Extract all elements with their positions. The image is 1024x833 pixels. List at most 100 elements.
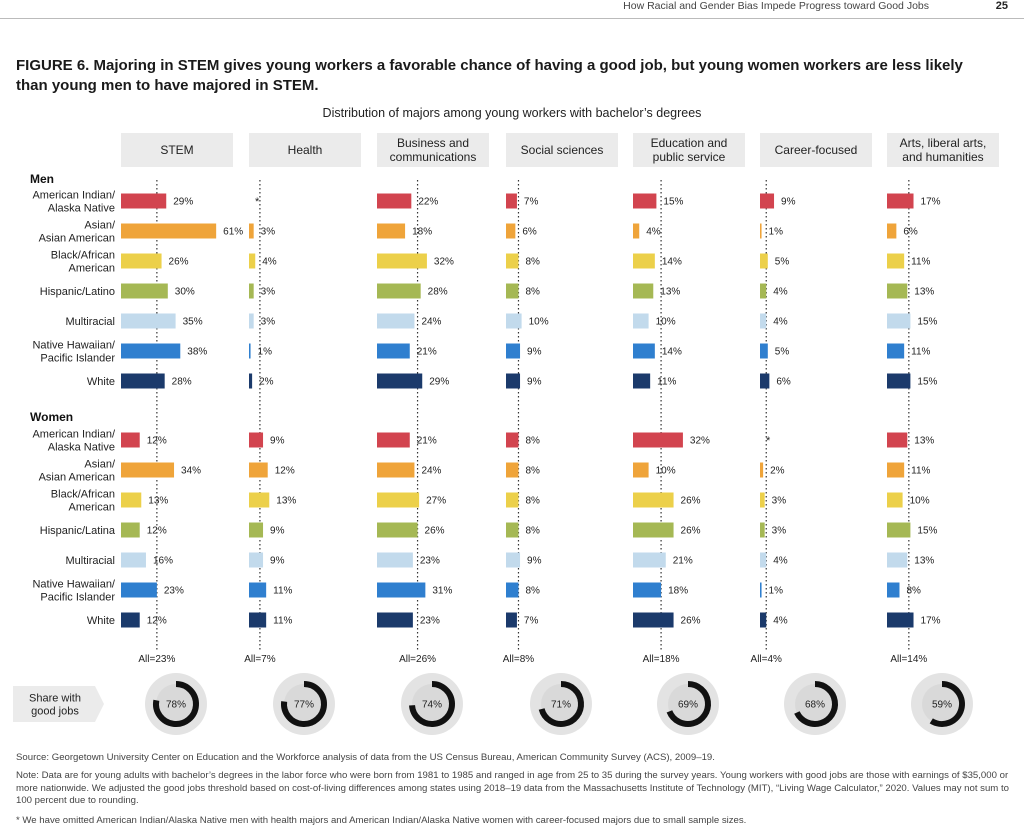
good-jobs-value: 68% bbox=[805, 700, 825, 711]
men-bar-value: 5% bbox=[775, 347, 790, 358]
women-bar-value: 18% bbox=[668, 586, 688, 597]
women-bar bbox=[633, 432, 683, 448]
women-bar bbox=[760, 552, 767, 568]
women-group-label: Multiracial bbox=[65, 555, 115, 567]
major-header-box bbox=[887, 133, 999, 167]
donut-center bbox=[668, 684, 708, 724]
women-bar-value: 13% bbox=[148, 496, 168, 507]
men-suppressed-marker: * bbox=[255, 196, 260, 208]
men-bar bbox=[506, 253, 519, 269]
women-bar-value: 27% bbox=[426, 496, 446, 507]
men-bar bbox=[506, 193, 517, 209]
women-bar-value: 21% bbox=[417, 436, 437, 447]
women-bar bbox=[887, 522, 911, 538]
men-bar bbox=[760, 343, 768, 359]
women-header: Women bbox=[30, 410, 73, 424]
women-bar bbox=[249, 582, 267, 598]
men-bar bbox=[249, 223, 254, 239]
men-bar bbox=[887, 313, 911, 329]
women-bar bbox=[506, 552, 521, 568]
women-bar bbox=[377, 522, 418, 538]
men-group-label: White bbox=[87, 376, 115, 388]
women-bar bbox=[377, 492, 420, 508]
men-bar-value: 13% bbox=[914, 287, 934, 298]
major-header: STEM bbox=[160, 143, 193, 157]
women-bar bbox=[121, 522, 140, 538]
good-jobs-value: 71% bbox=[551, 700, 571, 711]
men-bar bbox=[887, 373, 911, 389]
major-header-box bbox=[249, 133, 361, 167]
donut-center bbox=[284, 684, 324, 724]
men-bar bbox=[633, 373, 651, 389]
men-bar bbox=[506, 313, 522, 329]
women-bar-value: 17% bbox=[921, 616, 941, 627]
men-bar-value: 35% bbox=[183, 317, 203, 328]
women-bar bbox=[377, 552, 413, 568]
men-bar bbox=[887, 193, 914, 209]
men-bar-value: 38% bbox=[187, 347, 207, 358]
men-group-label: Hispanic/Latino bbox=[40, 286, 115, 298]
men-bar bbox=[760, 253, 768, 269]
women-bar bbox=[506, 492, 519, 508]
men-header: Men bbox=[30, 172, 54, 186]
men-bar bbox=[377, 253, 427, 269]
women-bar bbox=[121, 582, 157, 598]
women-group-label: White bbox=[87, 615, 115, 627]
men-bar-value: 2% bbox=[259, 377, 274, 388]
women-bar-value: 11% bbox=[911, 466, 930, 477]
major-header-box bbox=[506, 133, 618, 167]
men-bar bbox=[121, 193, 167, 209]
men-bar-value: 30% bbox=[175, 287, 195, 298]
all-average-label: All=7% bbox=[244, 654, 276, 665]
women-bar bbox=[377, 462, 415, 478]
women-bar bbox=[506, 612, 517, 628]
women-bar bbox=[760, 522, 765, 538]
women-bar-value: 8% bbox=[525, 586, 540, 597]
women-bar-value: 9% bbox=[527, 556, 542, 567]
women-bar bbox=[633, 462, 649, 478]
women-bar-value: 34% bbox=[181, 466, 201, 477]
men-bar-value: 28% bbox=[172, 377, 192, 388]
women-bar bbox=[249, 552, 264, 568]
running-title: How Racial and Gender Bias Impede Progre… bbox=[623, 0, 929, 12]
men-bar bbox=[633, 253, 655, 269]
men-bar-value: 29% bbox=[173, 197, 193, 208]
donut-center bbox=[541, 684, 581, 724]
women-bar bbox=[887, 612, 914, 628]
men-bar bbox=[506, 343, 521, 359]
major-header: Health bbox=[288, 143, 323, 157]
men-bar bbox=[249, 283, 254, 299]
donut-arc bbox=[538, 681, 584, 727]
women-bar-value: 2% bbox=[770, 466, 785, 477]
all-average-label: All=8% bbox=[503, 654, 535, 665]
source-note: Source: Georgetown University Center on … bbox=[16, 752, 715, 763]
men-bar-value: 24% bbox=[421, 317, 441, 328]
major-header: Business and communications bbox=[390, 136, 477, 164]
men-bar bbox=[249, 253, 256, 269]
women-group-label: Native Hawaiian/Pacific Islander bbox=[32, 578, 115, 603]
figure-label: FIGURE 6. bbox=[16, 57, 90, 74]
women-bar bbox=[121, 492, 142, 508]
men-group-label: Asian/Asian American bbox=[39, 219, 116, 244]
women-bar bbox=[121, 552, 146, 568]
men-bar bbox=[121, 343, 181, 359]
women-bar bbox=[887, 582, 900, 598]
all-average-label: All=18% bbox=[643, 654, 680, 665]
all-average-label: All=4% bbox=[751, 654, 783, 665]
donut-arc bbox=[666, 681, 711, 727]
women-bar-value: 4% bbox=[773, 556, 788, 567]
women-bar-value: 32% bbox=[690, 436, 710, 447]
women-bar bbox=[506, 582, 519, 598]
women-bar bbox=[887, 462, 905, 478]
women-bar-value: 9% bbox=[270, 526, 285, 537]
men-bar bbox=[633, 223, 640, 239]
men-bar-value: 3% bbox=[261, 287, 276, 298]
major-header-box bbox=[121, 133, 233, 167]
women-bar-value: 10% bbox=[910, 496, 930, 507]
men-group-label: Multiracial bbox=[65, 316, 115, 328]
women-bar-value: 23% bbox=[420, 556, 440, 567]
donut-arc bbox=[794, 681, 838, 727]
women-bar-value: 26% bbox=[425, 526, 445, 537]
men-bar bbox=[377, 343, 410, 359]
men-bar-value: 11% bbox=[657, 377, 676, 388]
